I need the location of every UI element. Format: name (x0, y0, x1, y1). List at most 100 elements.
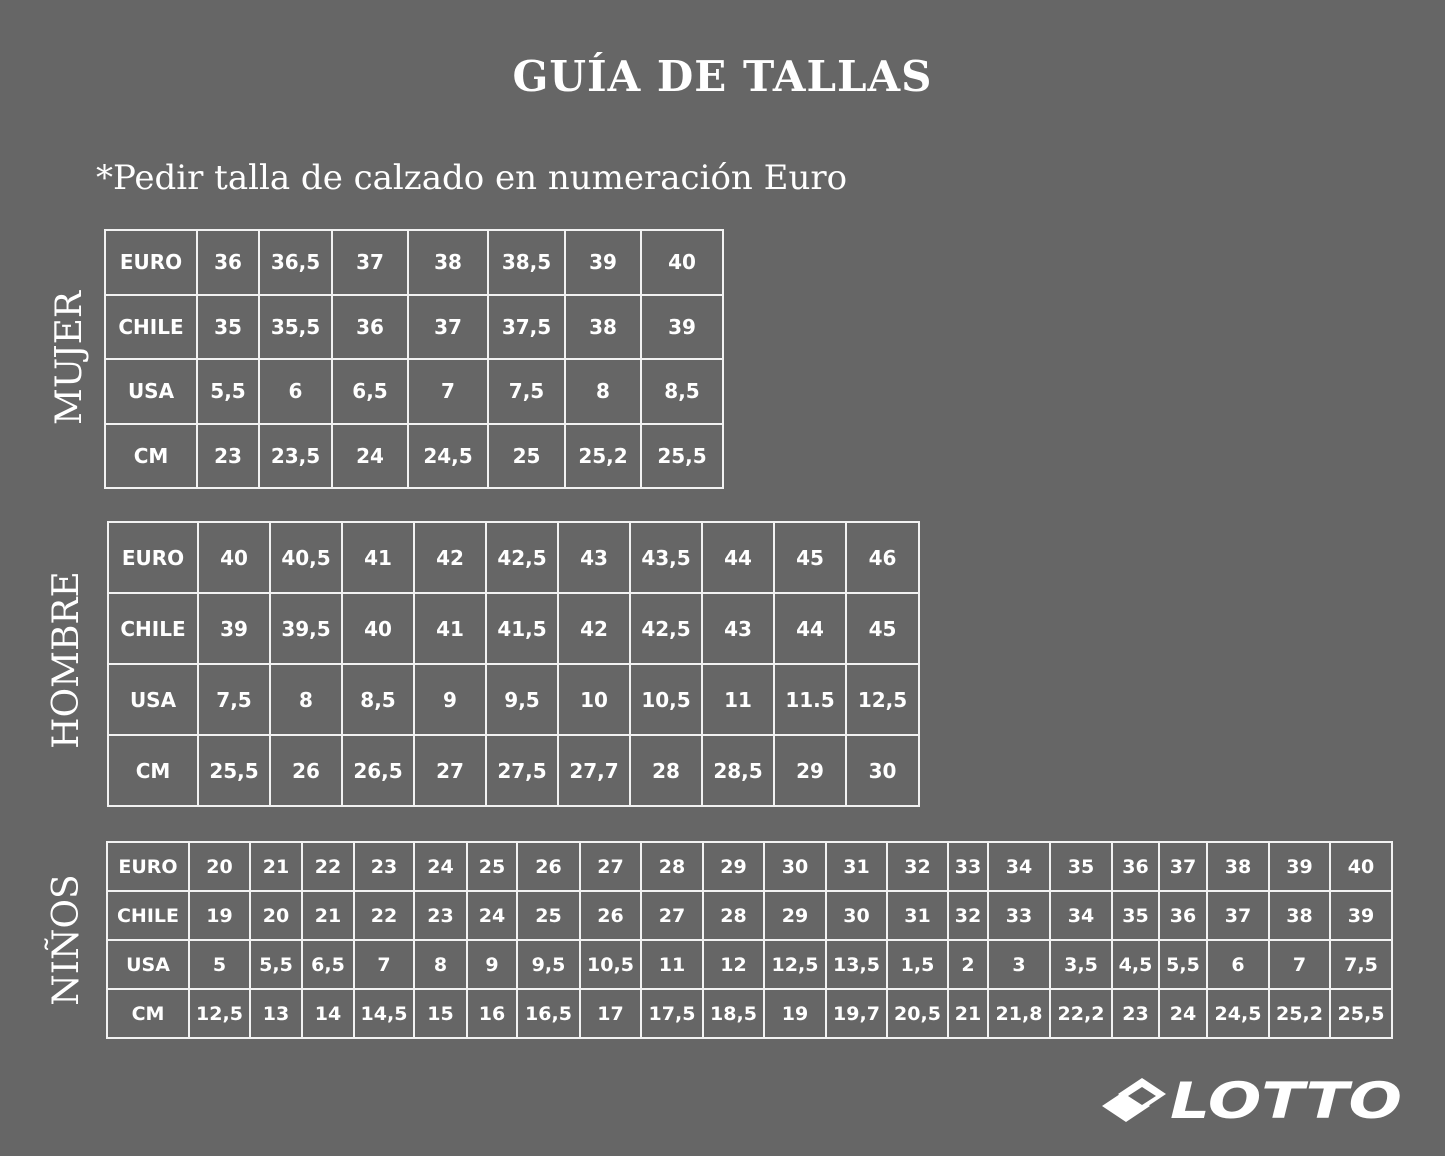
size-cell: 12,5 (763, 939, 827, 990)
size-cell: 26 (516, 841, 581, 892)
size-cell: 28 (640, 841, 704, 892)
size-cell: 25,5 (1329, 988, 1393, 1039)
table-row: CHILE 39 39,5 40 41 41,5 42 42,5 43 44 45 (107, 592, 920, 665)
size-cell: 5,5 (249, 939, 303, 990)
size-cell: 38 (407, 229, 489, 296)
size-cell: 21 (249, 841, 303, 892)
subtitle-note: *Pedir talla de calzado en numeración Eu… (96, 158, 848, 198)
size-cell: 37 (407, 293, 489, 360)
size-cell: 3 (987, 939, 1051, 990)
size-cell: 15 (413, 988, 468, 1039)
table-row: USA 5 5,5 6,5 7 8 9 9,5 10,5 11 12 12,5 13,5 1,5 2 3 3,5… (106, 939, 1393, 990)
size-cell: 25 (516, 890, 581, 941)
size-cell: 46 (845, 521, 920, 594)
size-cell: 28,5 (701, 734, 775, 807)
logo-text: LOTTO (1170, 1074, 1402, 1126)
size-cell: 24 (1158, 988, 1208, 1039)
size-cell: 17,5 (640, 988, 704, 1039)
size-cell: 40 (197, 521, 271, 594)
size-cell: 24,5 (407, 422, 489, 489)
size-cell: 45 (773, 521, 847, 594)
size-cell: 35 (1049, 841, 1113, 892)
size-cell: 11.5 (773, 663, 847, 736)
size-cell: 41 (341, 521, 415, 594)
size-table-mujer: EURO 36 36,5 37 38 38,5 39 40 CHILE 35 35,5 36 37 37,… (104, 229, 724, 489)
size-cell: 22 (353, 890, 415, 941)
size-cell: 39 (1268, 841, 1331, 892)
size-cell: 5,5 (196, 358, 260, 425)
size-cell: 41 (413, 592, 487, 665)
size-cell: 24 (331, 422, 409, 489)
row-header: CHILE (107, 592, 199, 665)
size-cell: 9 (466, 939, 518, 990)
size-cell: 44 (773, 592, 847, 665)
section-label-mujer: MUJER (49, 290, 90, 426)
table-row: EURO 40 40,5 41 42 42,5 43 43,5 44 45 46 (107, 521, 920, 594)
size-cell: 23,5 (258, 422, 333, 489)
size-cell: 18,5 (702, 988, 765, 1039)
table-row: CM 12,5 13 14 14,5 15 16 16,5 17 17,5 18,5 19 19,7 20… (106, 988, 1393, 1039)
size-cell: 37 (331, 229, 409, 296)
size-cell: 25,5 (640, 422, 724, 489)
size-cell: 11 (640, 939, 704, 990)
size-cell: 28 (629, 734, 703, 807)
size-cell: 37 (1158, 841, 1208, 892)
row-header: CHILE (104, 293, 198, 360)
size-cell: 12,5 (188, 988, 251, 1039)
table-row: EURO 20 21 22 23 24 25 26 27 28 29 30 31 32 33 34 35 36 37… (106, 841, 1393, 892)
size-cell: 25,2 (564, 422, 642, 489)
size-cell: 36 (196, 229, 260, 296)
section-label-ninos: NIÑOS (46, 874, 87, 1006)
row-header: USA (104, 358, 198, 425)
table-row: EURO 36 36,5 37 38 38,5 39 40 (104, 229, 724, 296)
size-cell: 42 (557, 592, 631, 665)
size-cell: 24 (413, 841, 468, 892)
size-cell: 8 (269, 663, 343, 736)
size-cell: 38 (564, 293, 642, 360)
size-cell: 39 (564, 229, 642, 296)
size-cell: 17 (579, 988, 642, 1039)
size-cell: 14 (301, 988, 355, 1039)
size-cell: 29 (773, 734, 847, 807)
size-cell: 27 (640, 890, 704, 941)
size-cell: 27,5 (485, 734, 559, 807)
size-cell: 29 (763, 890, 827, 941)
size-cell: 13 (249, 988, 303, 1039)
size-cell: 2 (947, 939, 989, 990)
size-cell: 9,5 (485, 663, 559, 736)
size-cell: 36 (331, 293, 409, 360)
size-cell: 39,5 (269, 592, 343, 665)
size-cell: 7,5 (487, 358, 566, 425)
size-cell: 36,5 (258, 229, 333, 296)
size-cell: 6,5 (301, 939, 355, 990)
size-cell: 20,5 (886, 988, 949, 1039)
row-header: CHILE (106, 890, 190, 941)
size-cell: 19 (188, 890, 251, 941)
size-cell: 41,5 (485, 592, 559, 665)
size-cell: 28 (702, 890, 765, 941)
size-table-hombre: EURO 40 40,5 41 42 42,5 43 43,5 44 45 46 CHILE 39 39,… (107, 521, 920, 807)
size-cell: 26,5 (341, 734, 415, 807)
size-cell: 37 (1206, 890, 1270, 941)
size-cell: 25,2 (1268, 988, 1331, 1039)
size-cell: 33 (987, 890, 1051, 941)
row-header: USA (106, 939, 190, 990)
size-cell: 40 (1329, 841, 1393, 892)
size-cell: 37,5 (487, 293, 566, 360)
table-row: CHILE 19 20 21 22 23 24 25 26 27 28 29 30 31 32 33 34 35 3… (106, 890, 1393, 941)
size-cell: 38,5 (487, 229, 566, 296)
row-header: EURO (104, 229, 198, 296)
size-cell: 34 (1049, 890, 1113, 941)
size-cell: 8,5 (640, 358, 724, 425)
size-cell: 8,5 (341, 663, 415, 736)
size-cell: 22 (301, 841, 355, 892)
size-cell: 6 (258, 358, 333, 425)
size-cell: 42,5 (485, 521, 559, 594)
size-table-ninos: EURO 20 21 22 23 24 25 26 27 28 29 30 31 32 33 34 35 36 37… (106, 841, 1393, 1039)
size-cell: 30 (845, 734, 920, 807)
size-cell: 7 (407, 358, 489, 425)
size-cell: 16,5 (516, 988, 581, 1039)
size-cell: 23 (353, 841, 415, 892)
size-cell: 34 (987, 841, 1051, 892)
size-cell: 27 (413, 734, 487, 807)
